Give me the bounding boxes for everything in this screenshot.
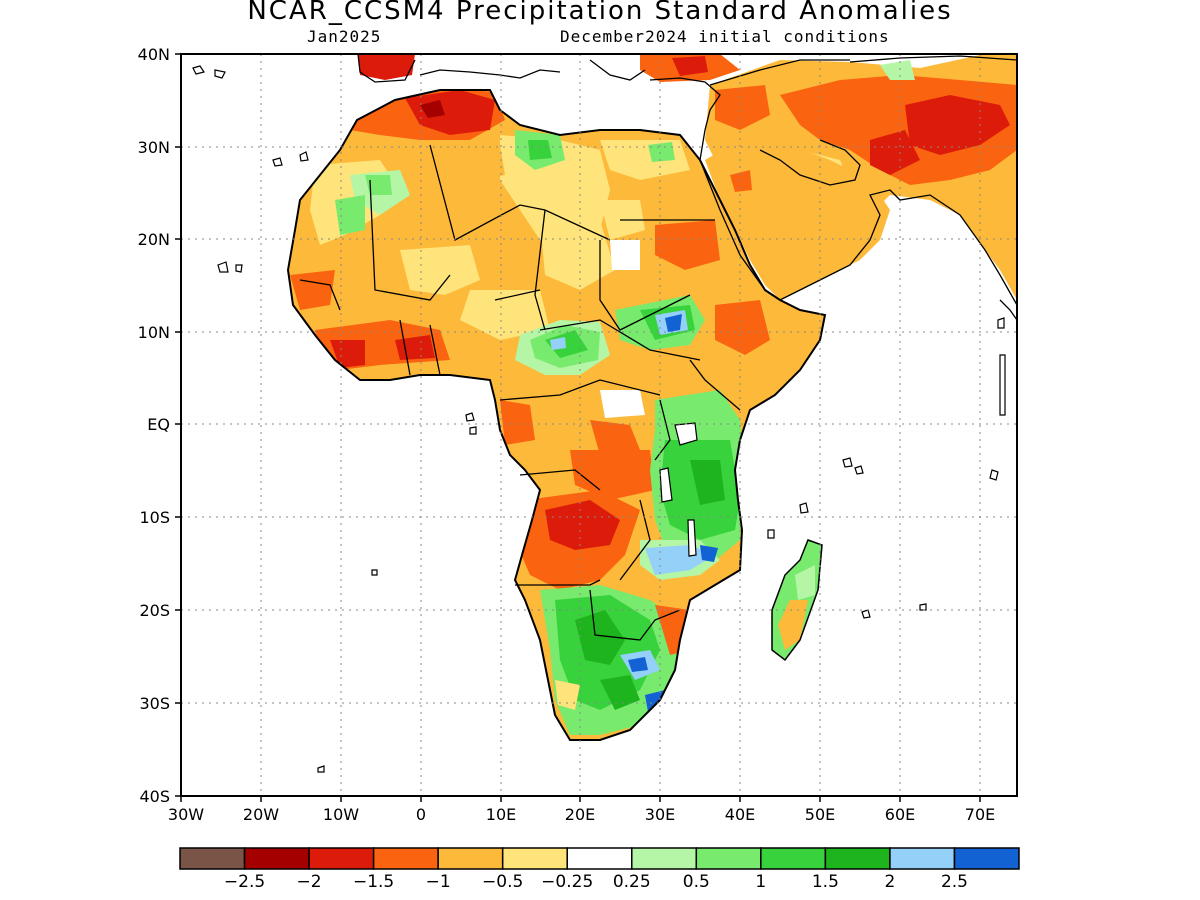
colorbar-label: 1: [755, 872, 766, 892]
colorbar-label: 2: [885, 872, 896, 892]
colorbar-swatch: [179, 847, 246, 870]
colorbar-swatch: [824, 847, 891, 870]
lon-label: 20W: [243, 805, 279, 824]
lat-label: 40N: [138, 45, 170, 64]
colorbar-label: −1.5: [353, 872, 394, 892]
country-borders: [299, 144, 741, 641]
lat-label: 20S: [139, 601, 170, 620]
lon-label: 10W: [323, 805, 359, 824]
colorbar-swatch: [308, 847, 375, 870]
longitude-labels: 30W 20W 10W 0 10E 20E 30E 40E 50E 60E 70…: [168, 805, 995, 824]
colorbar-label: 0.25: [613, 872, 651, 892]
lon-label: 40E: [725, 805, 755, 824]
map-title: NCAR_CCSM4 Precipitation Standard Anomal…: [247, 0, 953, 26]
eurasia-coastline: [357, 54, 1017, 321]
colorbar-label: −0.5: [482, 872, 523, 892]
colorbar-swatch: [372, 847, 439, 870]
lat-label: 10S: [139, 508, 170, 527]
colorbar-label: 0.5: [683, 872, 710, 892]
lon-label: 30W: [168, 805, 204, 824]
gridlines: [181, 54, 1017, 796]
colorbar-swatch: [437, 847, 504, 870]
colorbar-label: −1: [426, 872, 451, 892]
lat-label: 30S: [139, 694, 170, 713]
colorbar-swatch: [566, 847, 633, 870]
colorbar-label: 1.5: [812, 872, 839, 892]
initial-conditions: December2024 initial conditions: [560, 27, 890, 46]
lon-label: 60E: [885, 805, 915, 824]
colorbar-label: −0.25: [541, 872, 593, 892]
lon-label: 70E: [965, 805, 995, 824]
lon-label: 20E: [565, 805, 595, 824]
colorbar-label: −2: [297, 872, 322, 892]
colorbar-swatch: [243, 847, 310, 870]
arabia-anomaly-field: [705, 140, 890, 300]
madagascar-anomaly-field: [771, 539, 823, 662]
colorbar-swatch: [631, 847, 698, 870]
lat-label: 30N: [138, 138, 170, 157]
colorbar-swatch: [695, 847, 762, 870]
lakes: [659, 422, 698, 557]
colorbar-swatch: [501, 847, 568, 870]
lon-label: 50E: [805, 805, 835, 824]
lon-label: 0: [416, 805, 426, 824]
latitude-labels: 40N 30N 20N 10N EQ 10S 20S 30S 40S: [138, 45, 170, 806]
colorbar-label: −2.5: [224, 872, 265, 892]
islands: [192, 65, 1006, 773]
colorbar-swatch: [889, 847, 956, 870]
lon-label: 30E: [645, 805, 675, 824]
axis-ticks: [175, 53, 981, 802]
forecast-month: Jan2025: [307, 27, 382, 46]
lat-label: 40S: [139, 787, 170, 806]
colorbar-swatch: [953, 847, 1020, 870]
colorbar: −2.5 −2 −1.5 −1 −0.5 −0.25 0.25 0.5 1 1.5 2 2.5: [179, 847, 1020, 892]
lat-label: 10N: [138, 323, 170, 342]
lon-label: 10E: [486, 805, 516, 824]
lat-label: 20N: [138, 230, 170, 249]
lat-label: EQ: [147, 415, 170, 434]
colorbar-swatch: [760, 847, 827, 870]
colorbar-label: 2.5: [941, 872, 968, 892]
